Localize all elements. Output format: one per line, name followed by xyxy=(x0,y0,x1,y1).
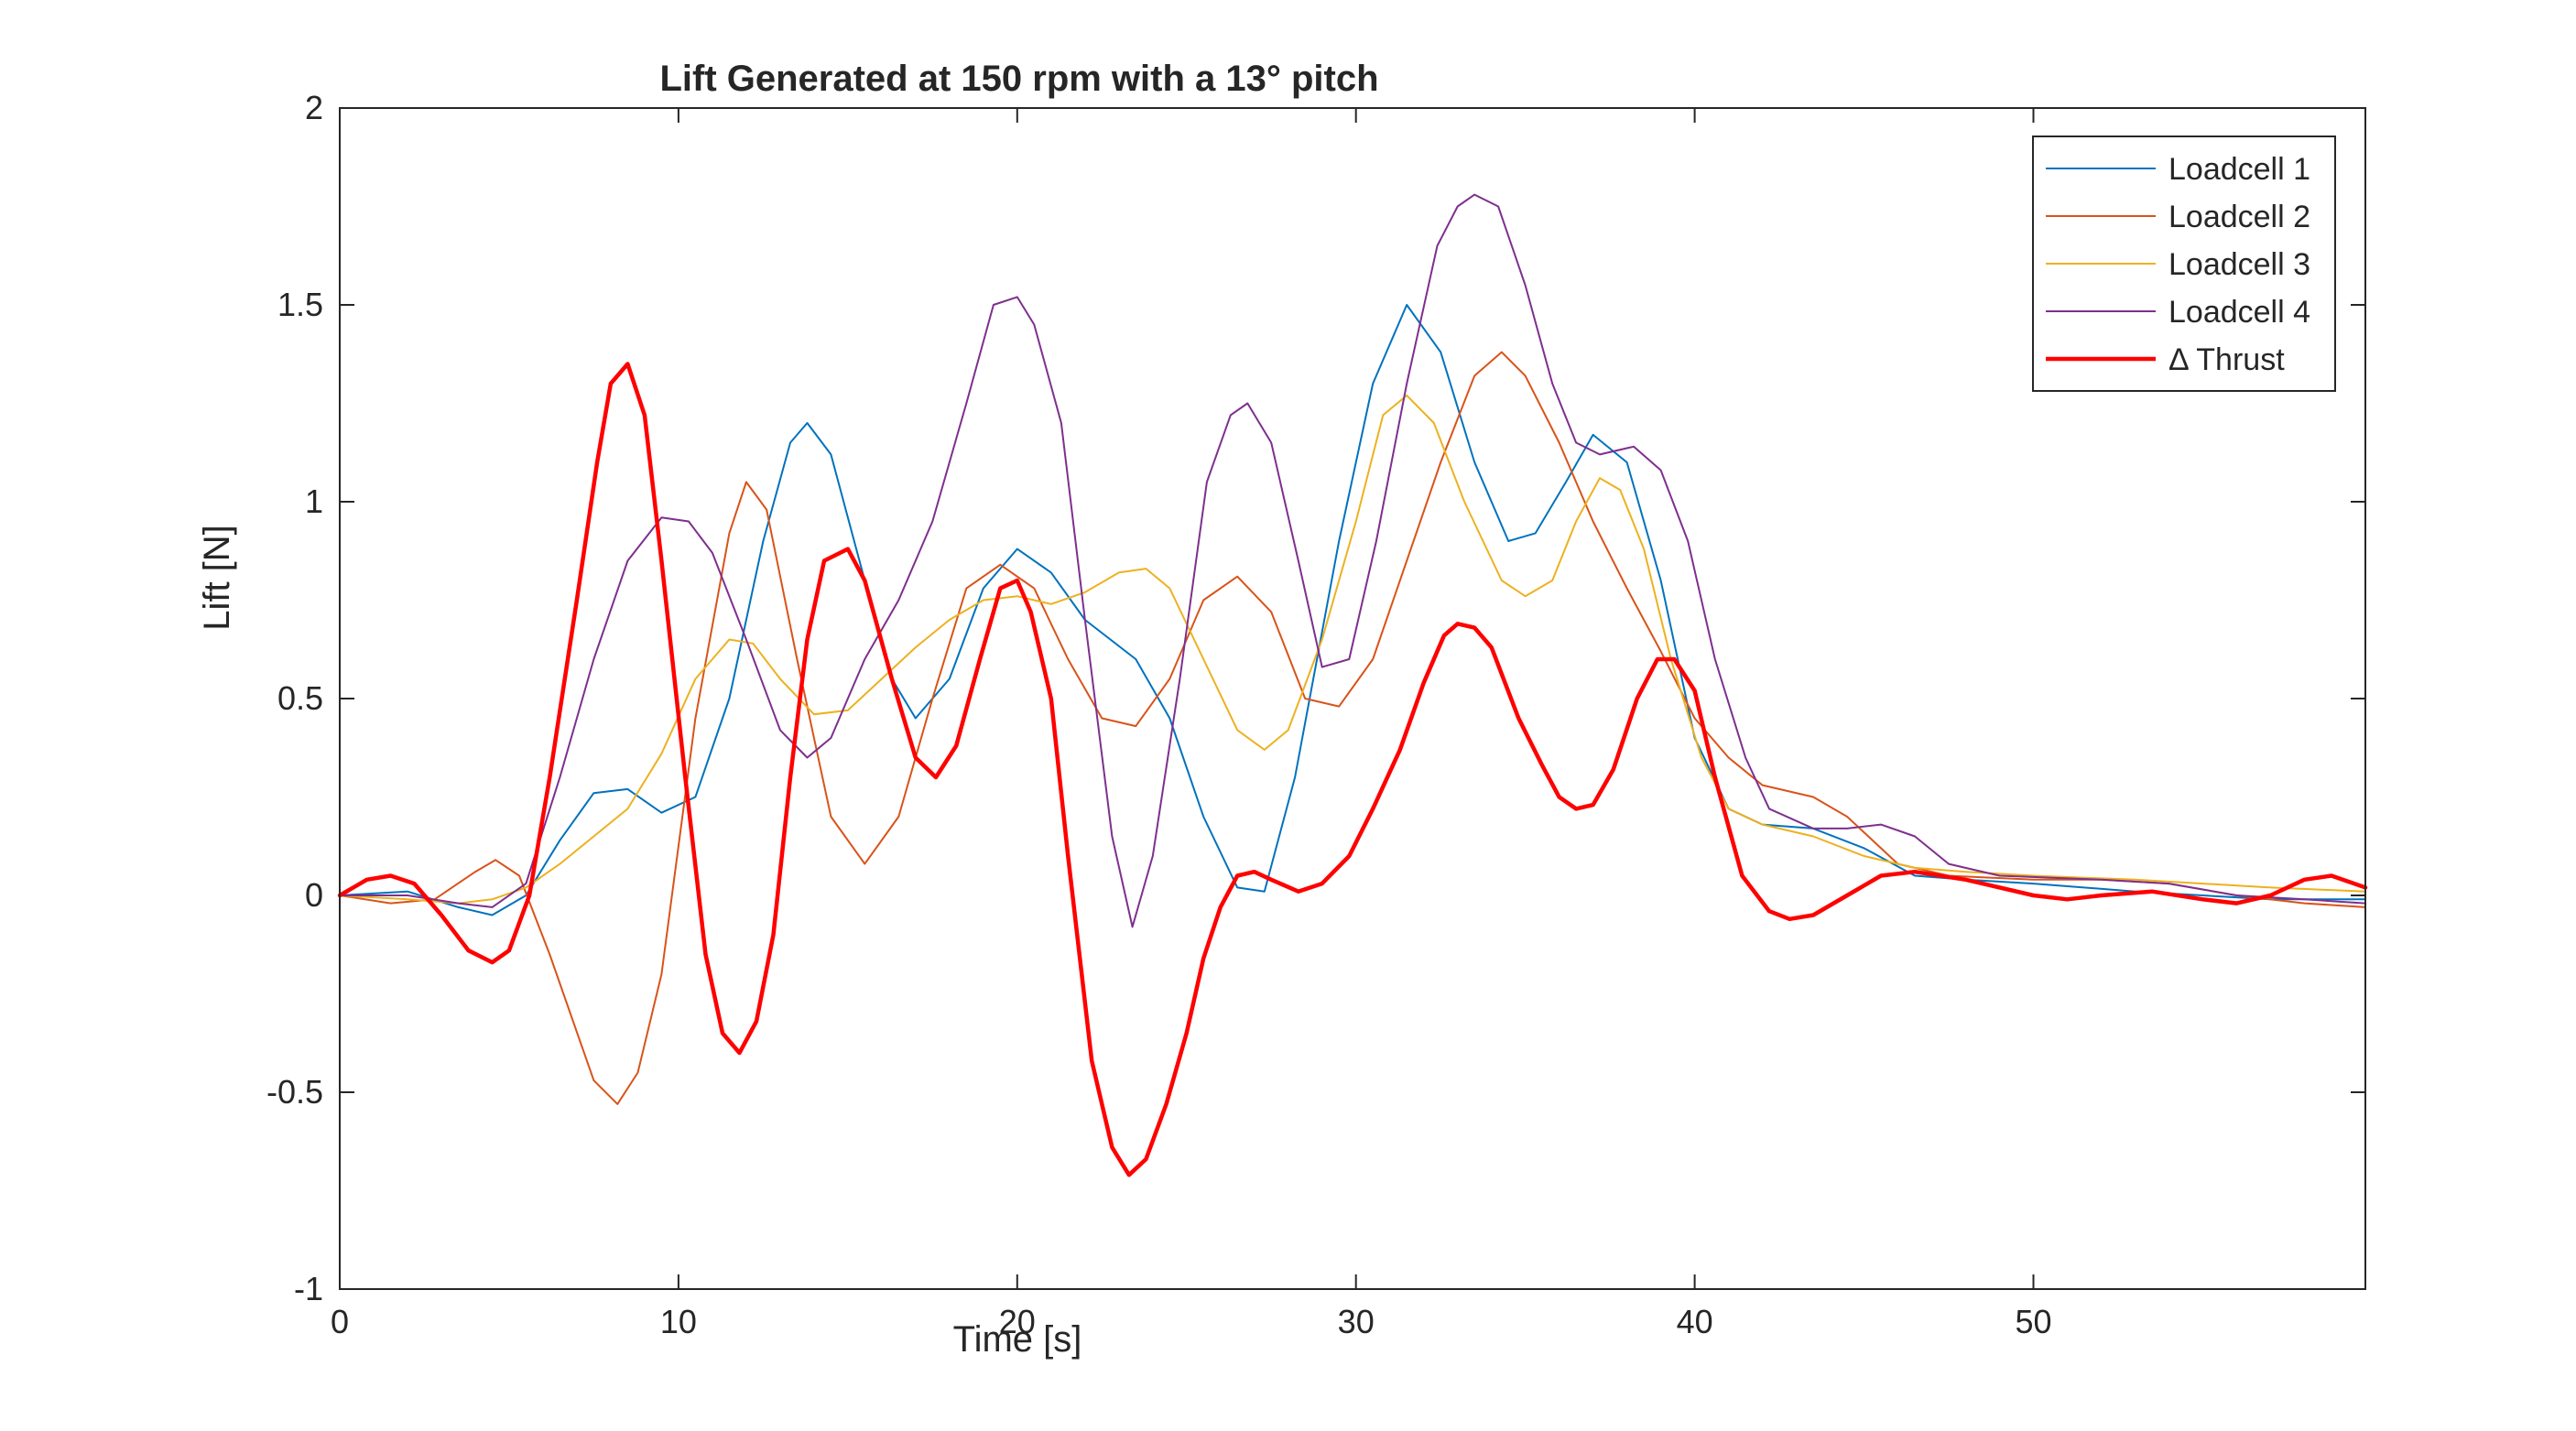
legend-label: Δ Thrust xyxy=(2168,342,2285,377)
series-line-2 xyxy=(339,351,2366,1105)
y-tick-label: -0.5 xyxy=(266,1073,323,1111)
x-tick-label: 0 xyxy=(331,1303,349,1340)
y-tick-label: 1.5 xyxy=(277,286,323,323)
legend-label: Loadcell 1 xyxy=(2168,152,2310,187)
legend-label: Loadcell 3 xyxy=(2168,247,2310,282)
axes-frame xyxy=(339,107,2366,1290)
y-tick-label: -1 xyxy=(294,1270,323,1307)
series-line-3 xyxy=(339,394,2366,905)
x-tick-label: 10 xyxy=(660,1303,697,1340)
y-axis-label: Lift [N] xyxy=(197,525,237,631)
y-tick-label: 1 xyxy=(305,482,323,520)
legend-label: Loadcell 4 xyxy=(2168,295,2310,330)
series-line-4 xyxy=(339,193,2366,928)
x-tick-label: 50 xyxy=(2015,1303,2051,1340)
x-tick-label: 40 xyxy=(1677,1303,1713,1340)
legend-label: Loadcell 2 xyxy=(2168,200,2310,234)
series-line-5 xyxy=(337,362,2368,1177)
y-tick-label: 0.5 xyxy=(277,679,323,717)
x-axis-label: Time [s] xyxy=(953,1319,1082,1360)
series-line-1 xyxy=(339,304,2366,916)
axis-ticks: 0 10 20 30 40 50 -1 -0.5 0 0.5 1 1.5 2 xyxy=(266,89,2365,1340)
chart-title: Lift Generated at 150 rpm with a 13° pit… xyxy=(659,59,1378,99)
x-tick-label: 20 xyxy=(999,1303,1036,1340)
legend: Loadcell 1 Loadcell 2 Loadcell 3 Loadcell 4… xyxy=(2032,136,2336,392)
series-lines xyxy=(337,193,2368,1177)
y-tick-label: 2 xyxy=(305,89,323,126)
y-tick-label: 0 xyxy=(305,876,323,914)
x-tick-label: 30 xyxy=(1338,1303,1375,1340)
